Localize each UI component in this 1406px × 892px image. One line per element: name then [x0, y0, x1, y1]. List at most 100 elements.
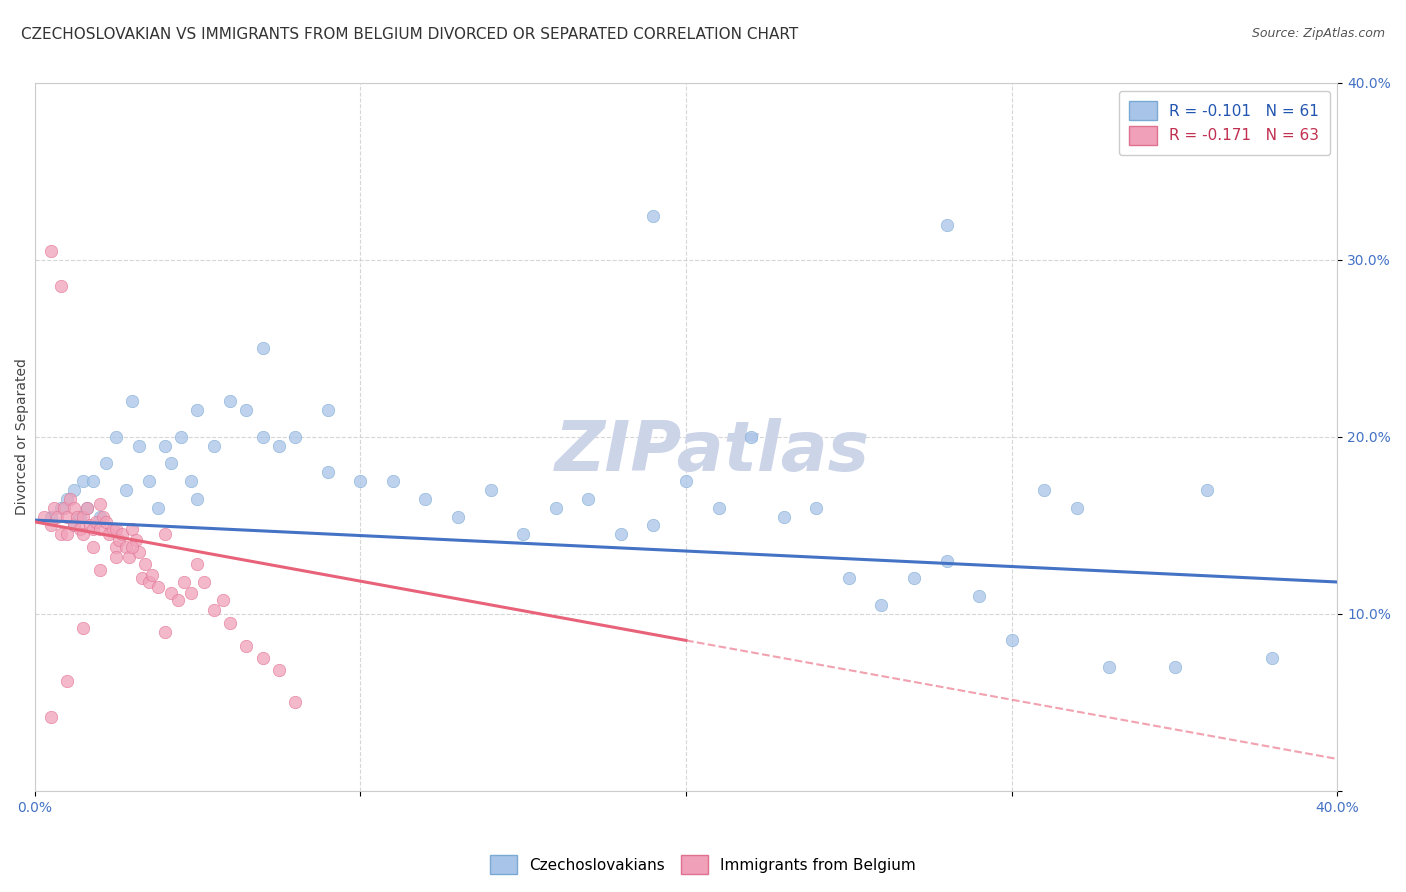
- Point: [118, 550, 141, 565]
- Point: [1066, 500, 1088, 515]
- Point: [544, 500, 567, 515]
- Point: [935, 218, 957, 232]
- Point: [49, 527, 72, 541]
- Point: [72, 621, 94, 635]
- Point: [1197, 483, 1219, 497]
- Point: [56, 509, 79, 524]
- Point: [643, 518, 665, 533]
- Point: [160, 585, 183, 599]
- Point: [131, 572, 153, 586]
- Point: [76, 500, 98, 515]
- Point: [252, 430, 274, 444]
- Point: [675, 474, 697, 488]
- Point: [42, 500, 65, 515]
- Point: [89, 497, 111, 511]
- Point: [104, 550, 127, 565]
- Point: [186, 491, 208, 506]
- Point: [252, 342, 274, 356]
- Point: [772, 509, 794, 524]
- Point: [62, 518, 84, 533]
- Point: [193, 574, 215, 589]
- Point: [124, 533, 146, 547]
- Point: [49, 279, 72, 293]
- Point: [128, 439, 150, 453]
- Point: [121, 394, 143, 409]
- Point: [153, 624, 176, 639]
- Point: [235, 639, 257, 653]
- Point: [39, 518, 62, 533]
- Point: [104, 430, 127, 444]
- Point: [1001, 633, 1024, 648]
- Point: [79, 518, 101, 533]
- Point: [72, 509, 94, 524]
- Point: [82, 540, 104, 554]
- Point: [202, 439, 225, 453]
- Point: [903, 572, 925, 586]
- Point: [104, 540, 127, 554]
- Point: [96, 457, 118, 471]
- Point: [167, 592, 190, 607]
- Point: [160, 457, 183, 471]
- Legend: Czechoslovakians, Immigrants from Belgium: Czechoslovakians, Immigrants from Belgiu…: [484, 849, 922, 880]
- Point: [1261, 651, 1284, 665]
- Point: [69, 509, 91, 524]
- Point: [1163, 660, 1185, 674]
- Point: [967, 589, 990, 603]
- Point: [186, 403, 208, 417]
- Point: [72, 527, 94, 541]
- Point: [212, 592, 235, 607]
- Point: [252, 651, 274, 665]
- Point: [49, 500, 72, 515]
- Point: [52, 500, 75, 515]
- Point: [96, 515, 118, 529]
- Point: [1033, 483, 1056, 497]
- Point: [202, 603, 225, 617]
- Point: [104, 522, 127, 536]
- Point: [128, 545, 150, 559]
- Point: [138, 474, 160, 488]
- Point: [512, 527, 534, 541]
- Point: [82, 522, 104, 536]
- Point: [34, 509, 56, 524]
- Point: [62, 518, 84, 533]
- Point: [316, 403, 339, 417]
- Point: [108, 533, 131, 547]
- Text: Source: ZipAtlas.com: Source: ZipAtlas.com: [1251, 27, 1385, 40]
- Point: [180, 474, 202, 488]
- Text: ZIPatlas: ZIPatlas: [554, 417, 869, 484]
- Point: [66, 509, 89, 524]
- Point: [235, 403, 257, 417]
- Point: [121, 522, 143, 536]
- Point: [69, 522, 91, 536]
- Point: [267, 664, 290, 678]
- Point: [148, 500, 170, 515]
- Point: [39, 509, 62, 524]
- Point: [46, 509, 69, 524]
- Point: [39, 244, 62, 258]
- Point: [56, 674, 79, 689]
- Point: [56, 527, 79, 541]
- Point: [82, 474, 104, 488]
- Text: CZECHOSLOVAKIAN VS IMMIGRANTS FROM BELGIUM DIVORCED OR SEPARATED CORRELATION CHA: CZECHOSLOVAKIAN VS IMMIGRANTS FROM BELGI…: [21, 27, 799, 42]
- Point: [89, 509, 111, 524]
- Point: [838, 572, 860, 586]
- Point: [870, 598, 893, 612]
- Point: [101, 522, 124, 536]
- Point: [111, 527, 134, 541]
- Point: [643, 209, 665, 223]
- Point: [479, 483, 502, 497]
- Legend: R = -0.101   N = 61, R = -0.171   N = 63: R = -0.101 N = 61, R = -0.171 N = 63: [1119, 91, 1330, 155]
- Point: [316, 465, 339, 479]
- Point: [740, 430, 762, 444]
- Point: [89, 563, 111, 577]
- Point: [935, 554, 957, 568]
- Point: [610, 527, 633, 541]
- Point: [219, 615, 242, 630]
- Point: [349, 474, 371, 488]
- Point: [381, 474, 404, 488]
- Point: [447, 509, 470, 524]
- Point: [114, 483, 136, 497]
- Point: [186, 558, 208, 572]
- Point: [576, 491, 599, 506]
- Point: [134, 558, 156, 572]
